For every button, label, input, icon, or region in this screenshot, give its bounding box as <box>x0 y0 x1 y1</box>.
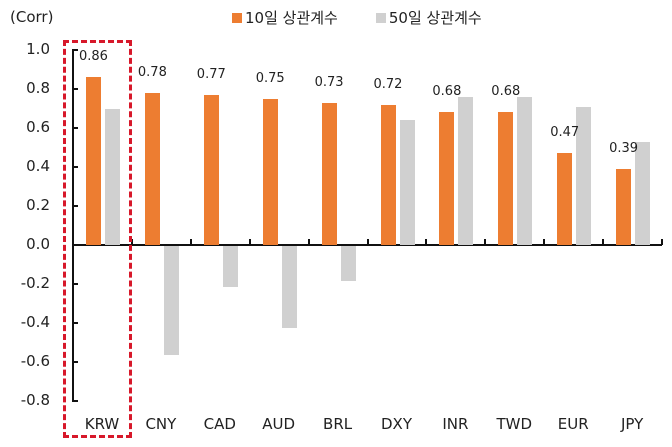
legend-item-50day: 50일 상관계수 <box>375 7 482 28</box>
bar-50day-inr <box>458 96 474 245</box>
y-axis-tick-label: -0.6 <box>20 352 50 370</box>
legend-label-50day: 50일 상관계수 <box>388 9 482 27</box>
data-label-krw: 0.86 <box>79 49 108 65</box>
bar-10day-inr <box>439 112 455 245</box>
y-axis-line <box>72 50 74 402</box>
bar-50day-cny <box>163 246 179 356</box>
x-axis-tick <box>189 239 192 245</box>
legend-item-10day: 10일 상관계수 <box>232 7 338 28</box>
x-axis-category-label: INR <box>442 415 469 433</box>
x-axis-category-label: CNY <box>145 415 177 433</box>
y-axis-tick <box>72 88 78 90</box>
data-label-brl: 0.73 <box>314 74 344 90</box>
bar-10day-jpy <box>616 168 632 245</box>
x-axis-category-label: AUD <box>262 415 296 433</box>
bar-50day-dxy <box>399 120 415 245</box>
x-axis-tick <box>425 239 428 245</box>
x-axis-category-label: TWD <box>496 415 533 433</box>
x-axis-category-label: DXY <box>381 415 412 433</box>
bar-10day-cny <box>144 92 160 245</box>
bar-50day-twd <box>517 96 533 245</box>
legend-swatch-orange-icon <box>232 12 242 23</box>
y-axis-unit-label: (Corr) <box>10 8 54 26</box>
y-axis-tick <box>72 361 78 363</box>
bar-50day-krw <box>105 108 120 245</box>
y-axis-tick <box>72 166 78 168</box>
krw-highlight-box <box>63 40 132 438</box>
x-axis-category-label: BRL <box>323 415 353 433</box>
y-axis-tick <box>72 283 78 285</box>
data-label-jpy: 0.39 <box>609 140 639 156</box>
legend-label-10day: 10일 상관계수 <box>245 9 338 27</box>
y-axis-tick-label: 0.6 <box>26 118 50 136</box>
x-axis-tick <box>248 239 251 245</box>
x-axis-category-label: EUR <box>557 415 589 433</box>
bar-10day-twd <box>498 112 514 245</box>
data-label-dxy: 0.72 <box>373 76 403 92</box>
y-axis-tick-label: 0.2 <box>26 196 50 214</box>
bar-10day-aud <box>262 98 278 245</box>
data-label-aud: 0.75 <box>255 70 285 86</box>
y-axis-tick-label: -0.4 <box>20 313 50 331</box>
bar-50day-brl <box>340 246 356 282</box>
y-axis-tick-label: 1.0 <box>26 40 50 58</box>
data-label-inr: 0.68 <box>432 84 462 100</box>
x-axis-tick <box>484 239 487 245</box>
y-axis-tick <box>72 400 78 402</box>
bar-10day-cad <box>203 94 219 245</box>
y-axis-tick-label: 0.8 <box>26 79 50 97</box>
bar-10day-brl <box>321 102 337 245</box>
bar-50day-eur <box>576 106 592 245</box>
x-axis-category-label: JPY <box>620 415 644 433</box>
y-axis-tick-label: -0.2 <box>20 274 50 292</box>
bar-50day-cad <box>222 246 238 287</box>
legend: 10일 상관계수 50일 상관계수 <box>232 7 482 28</box>
data-label-eur: 0.47 <box>550 125 580 141</box>
data-label-twd: 0.68 <box>491 84 521 100</box>
x-axis-tick <box>366 239 369 245</box>
x-axis-line <box>73 244 662 246</box>
bar-50day-aud <box>281 246 297 328</box>
bar-10day-krw <box>86 77 101 245</box>
x-axis-tick <box>307 239 310 245</box>
data-label-cad: 0.77 <box>196 66 226 82</box>
y-axis-tick-label: 0.4 <box>26 157 50 175</box>
x-axis-category-label: KRW <box>84 415 120 433</box>
y-axis-tick <box>72 322 78 324</box>
legend-swatch-gray-icon <box>375 12 386 23</box>
bar-10day-dxy <box>380 104 396 245</box>
x-axis-tick <box>543 239 546 245</box>
y-axis-tick <box>72 205 78 207</box>
x-axis-category-label: CAD <box>203 415 236 433</box>
y-axis-tick-label: -0.8 <box>20 391 50 409</box>
bar-50day-jpy <box>635 141 651 245</box>
bar-10day-eur <box>557 153 573 245</box>
y-axis-tick-label: 0.0 <box>26 235 50 253</box>
y-axis-tick <box>72 127 78 129</box>
data-label-cny: 0.78 <box>137 64 167 80</box>
x-axis-tick <box>602 239 605 245</box>
y-axis-tick <box>72 49 78 51</box>
x-axis-tick <box>661 239 663 245</box>
